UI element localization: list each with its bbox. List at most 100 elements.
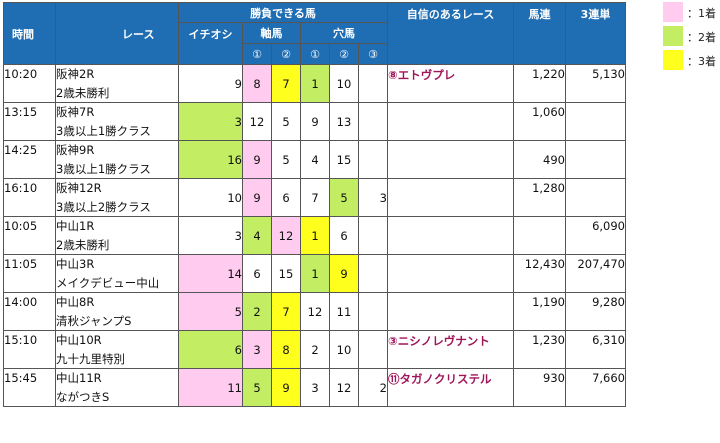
jiku-1-cell: 3 [242,330,272,369]
race-time-spacer [3,311,56,331]
jiku-1-cell: 5 [242,368,272,407]
race-time: 13:15 [3,102,56,122]
ichioshi-cell: 10 [178,178,243,217]
race-time: 10:20 [3,64,56,84]
race-name: 中山1R [55,216,179,236]
race-time-spacer [3,159,56,179]
confident-race-cell [387,178,514,217]
sanrentan-cell: 9,280 [565,292,626,331]
race-name: 阪神7R [55,102,179,122]
legend-swatch-green [663,26,683,46]
jiku-2-cell: 8 [271,330,301,369]
ana-1-cell: 7 [300,178,330,217]
jiku-2-cell: 7 [271,292,301,331]
race-time-spacer [3,273,56,293]
jiku-1-cell: 8 [242,64,272,103]
umaren-cell: 1,060 [513,102,566,141]
ichioshi-cell: 6 [178,330,243,369]
umaren-cell: 1,230 [513,330,566,369]
confident-race-cell [387,140,514,179]
race-class: 3歳以上1勝クラス [55,121,179,141]
header-time: 時間 [3,2,56,65]
race-time: 10:05 [3,216,56,236]
race-class: メイクデビュー中山 [55,273,179,293]
header-ana-1: ① [300,43,330,65]
jiku-2-cell: 5 [271,140,301,179]
header-ana-3: ③ [358,43,388,65]
race-class: 2歳未勝利 [55,235,179,255]
race-class: 清秋ジャンプS [55,311,179,331]
header-ana-2: ② [329,43,359,65]
race-time: 11:05 [3,254,56,274]
race-class: ながつきS [55,387,179,407]
ichioshi-cell: 5 [178,292,243,331]
race-time-spacer [3,235,56,255]
legend-label: ：3着 [687,55,716,68]
ana-3-cell: 2 [358,368,388,407]
legend-swatch-pink [663,2,683,22]
confident-race-cell [387,292,514,331]
race-class: 2歳未勝利 [55,83,179,103]
ana-2-cell: 11 [329,292,359,331]
race-name: 阪神2R [55,64,179,84]
ana-1-cell: 9 [300,102,330,141]
umaren-cell [513,216,566,255]
race-time: 14:00 [3,292,56,312]
sanrentan-cell: 6,310 [565,330,626,369]
race-class: 3歳以上1勝クラス [55,159,179,179]
ichioshi-cell: 16 [178,140,243,179]
ana-2-cell: 12 [329,368,359,407]
confident-race-cell [387,102,514,141]
jiku-2-cell: 6 [271,178,301,217]
ichioshi-cell: 3 [178,102,243,141]
jiku-2-cell: 12 [271,216,301,255]
ana-1-cell: 1 [300,254,330,293]
header-ichioshi: イチオシ [178,22,243,65]
race-time: 15:10 [3,330,56,350]
race-name: 中山11R [55,368,179,388]
ana-3-cell: 3 [358,178,388,217]
ana-3-cell [358,64,388,103]
race-name: 中山10R [55,330,179,350]
sanrentan-cell [565,102,626,141]
header-jikuba: 軸馬 [242,22,301,44]
umaren-cell: 12,430 [513,254,566,293]
legend-swatch-yellow [663,50,683,70]
umaren-cell: 1,280 [513,178,566,217]
header-jiku-1: ① [242,43,272,65]
jiku-1-cell: 2 [242,292,272,331]
ana-3-cell [358,254,388,293]
sanrentan-cell: 5,130 [565,64,626,103]
ana-3-cell [358,102,388,141]
jiku-2-cell: 5 [271,102,301,141]
ana-1-cell: 12 [300,292,330,331]
ana-2-cell: 10 [329,64,359,103]
ana-2-cell: 6 [329,216,359,255]
jiku-2-cell: 7 [271,64,301,103]
jiku-1-cell: 12 [242,102,272,141]
race-time: 14:25 [3,140,56,160]
legend-second: ：2着 [663,26,720,46]
race-class: 九十九里特別 [55,349,179,369]
umaren-cell: 490 [513,140,566,179]
header-confident: 自信のあるレース [387,2,514,65]
sanrentan-cell [565,140,626,179]
prediction-table: 時間 レース 勝負できる馬 自信のあるレース 馬連 3連単 イチオシ 軸馬 穴馬… [3,2,626,407]
confident-race-cell: ⑧エトヴプレ [387,64,514,103]
race-time-spacer [3,121,56,141]
race-time-spacer [3,349,56,369]
jiku-1-cell: 6 [242,254,272,293]
ana-2-cell: 13 [329,102,359,141]
race-time-spacer [3,387,56,407]
header-race: レース [55,2,179,65]
race-name: 阪神9R [55,140,179,160]
header-sanrentan: 3連単 [565,2,626,65]
ana-2-cell: 15 [329,140,359,179]
header-umaren: 馬連 [513,2,566,65]
ana-3-cell [358,216,388,255]
ana-1-cell: 4 [300,140,330,179]
jiku-2-cell: 9 [271,368,301,407]
ichioshi-cell: 3 [178,216,243,255]
umaren-cell: 1,220 [513,64,566,103]
legend-label: ：1着 [687,7,716,20]
